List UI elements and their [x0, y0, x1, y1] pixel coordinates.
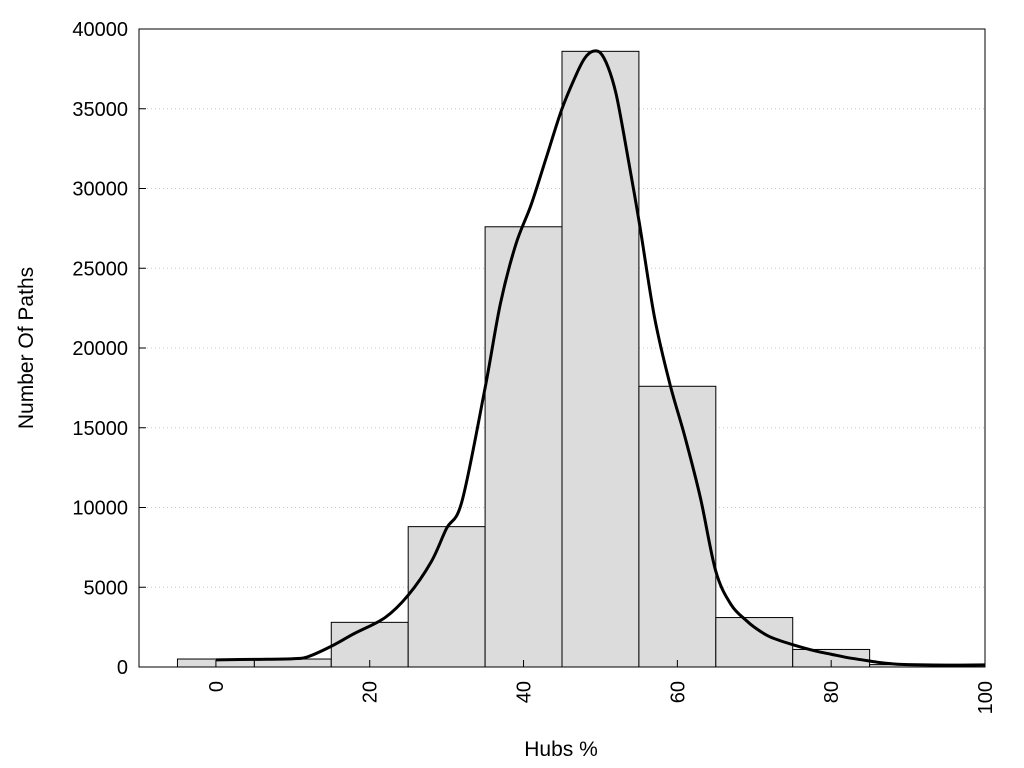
x-tick-label: 0	[206, 681, 228, 692]
bars-layer	[176, 50, 986, 668]
x-axis-title: Hubs %	[524, 738, 598, 761]
x-tick-label: 40	[514, 681, 536, 703]
x-tick-label: 100	[975, 681, 997, 714]
y-tick-label: 20000	[72, 338, 128, 360]
histogram-bar	[561, 50, 640, 668]
y-tick-label: 30000	[72, 179, 128, 201]
grid-layer	[139, 108, 985, 588]
y-tick-label: 0	[117, 657, 128, 679]
x-tick-label: 60	[667, 681, 689, 703]
y-tick-label: 10000	[72, 498, 128, 520]
histogram-bar	[407, 526, 486, 668]
y-axis-title: Number Of Paths	[15, 267, 38, 429]
density-curve	[215, 49, 986, 667]
ticks-layer	[139, 28, 986, 668]
curve-layer	[215, 49, 986, 667]
histogram-bar	[638, 385, 717, 668]
x-tick-label: 80	[821, 681, 843, 703]
y-tick-label: 25000	[72, 258, 128, 280]
y-tick-label: 35000	[72, 99, 128, 121]
y-tick-label: 15000	[72, 418, 128, 440]
y-tick-label: 40000	[72, 19, 128, 41]
histogram-bar	[484, 226, 563, 668]
y-tick-label: 5000	[84, 577, 129, 599]
tick-labels-layer: 0 5000 10000 15000 20000 25000 30000 35000 40000…	[72, 19, 997, 714]
x-tick-label: 20	[360, 681, 382, 703]
